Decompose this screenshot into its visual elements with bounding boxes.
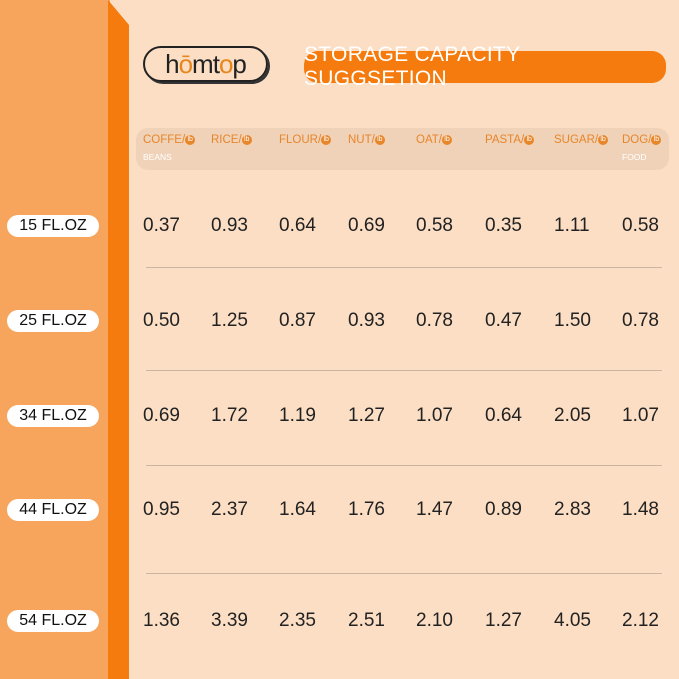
row-divider (146, 267, 662, 268)
row-divider (146, 573, 662, 574)
size-label: 25 FL.OZ (7, 310, 99, 332)
table-cell: 0.93 (348, 310, 385, 331)
size-label: 34 FL.OZ (7, 405, 99, 427)
table-cell: 0.64 (279, 215, 316, 236)
table-cell: 0.78 (416, 310, 453, 331)
row-divider (146, 465, 662, 466)
pound-unit-icon: lb (598, 134, 609, 145)
table-cell: 2.37 (211, 499, 248, 520)
table-cell: 1.64 (279, 499, 316, 520)
pound-unit-icon: lb (374, 134, 385, 145)
table-cell: 1.36 (143, 610, 180, 631)
column-label: COFFE (143, 134, 182, 146)
table-cell: 1.25 (211, 310, 248, 331)
table-cell: 1.11 (554, 215, 590, 236)
table-cell: 1.27 (348, 405, 385, 426)
table-cell: 2.05 (554, 405, 591, 426)
column-label: SUGAR (554, 134, 595, 146)
column-label: FLOUR (279, 134, 318, 146)
table-cell: 0.58 (622, 215, 659, 236)
table-cell: 2.83 (554, 499, 591, 520)
pound-unit-icon: lb (321, 134, 332, 145)
table-cell: 0.35 (485, 215, 522, 236)
column-header: OAT/lb (416, 134, 452, 146)
column-label: RICE (211, 134, 239, 146)
column-header: RICE/lb (211, 134, 252, 146)
size-label: 44 FL.OZ (7, 499, 99, 521)
table-cell: 0.78 (622, 310, 659, 331)
table-cell: 0.89 (485, 499, 522, 520)
table-cell: 0.93 (211, 215, 248, 236)
accent-stripe (108, 0, 129, 679)
column-header: PASTA/lb (485, 134, 535, 146)
table-cell: 1.48 (622, 499, 659, 520)
table-cell: 1.27 (485, 610, 522, 631)
column-header: SUGAR/lb (554, 134, 609, 146)
table-cell: 4.05 (554, 610, 591, 631)
table-cell: 1.19 (279, 405, 316, 426)
column-label: PASTA (485, 134, 521, 146)
table-cell: 0.95 (143, 499, 180, 520)
table-cell: 2.12 (622, 610, 659, 631)
pound-unit-icon: lb (442, 134, 452, 145)
table-cell: 1.50 (554, 310, 591, 331)
column-header: DOG/lb (622, 134, 662, 146)
table-cell: 1.76 (348, 499, 385, 520)
pound-unit-icon: lb (185, 134, 196, 145)
table-cell: 3.39 (211, 610, 248, 631)
table-cell: 1.72 (211, 405, 248, 426)
table-cell: 0.87 (279, 310, 316, 331)
column-label: NUT (348, 134, 372, 146)
column-header: NUT/lb (348, 134, 385, 146)
pound-unit-icon: lb (524, 134, 535, 145)
table-cell: 1.47 (416, 499, 453, 520)
table-header (136, 128, 669, 170)
table-cell: 2.35 (279, 610, 316, 631)
column-header: COFFE/lb (143, 134, 196, 146)
size-label: 15 FL.OZ (7, 215, 99, 237)
column-header: FLOUR/lb (279, 134, 332, 146)
brand-logo: h ō mt o p (143, 46, 268, 82)
column-label: DOG (622, 134, 649, 146)
size-label: 54 FL.OZ (7, 610, 99, 632)
table-cell: 0.69 (143, 405, 180, 426)
table-cell: 1.07 (622, 405, 659, 426)
table-cell: 1.07 (416, 405, 453, 426)
table-cell: 0.50 (143, 310, 180, 331)
table-cell: 2.10 (416, 610, 453, 631)
left-panel (0, 0, 110, 679)
table-cell: 0.47 (485, 310, 522, 331)
row-divider (146, 370, 662, 371)
table-cell: 2.51 (348, 610, 385, 631)
table-cell: 0.64 (485, 405, 522, 426)
column-sublabel: FOOD (622, 152, 647, 162)
pound-unit-icon: lb (241, 134, 252, 145)
pound-unit-icon: lb (651, 134, 662, 145)
column-sublabel: BEANS (143, 152, 172, 162)
table-cell: 0.37 (143, 215, 180, 236)
page-title: STORAGE CAPACITY SUGGSETION (304, 43, 666, 90)
column-label: OAT (416, 134, 439, 146)
table-cell: 0.58 (416, 215, 453, 236)
table-cell: 0.69 (348, 215, 385, 236)
